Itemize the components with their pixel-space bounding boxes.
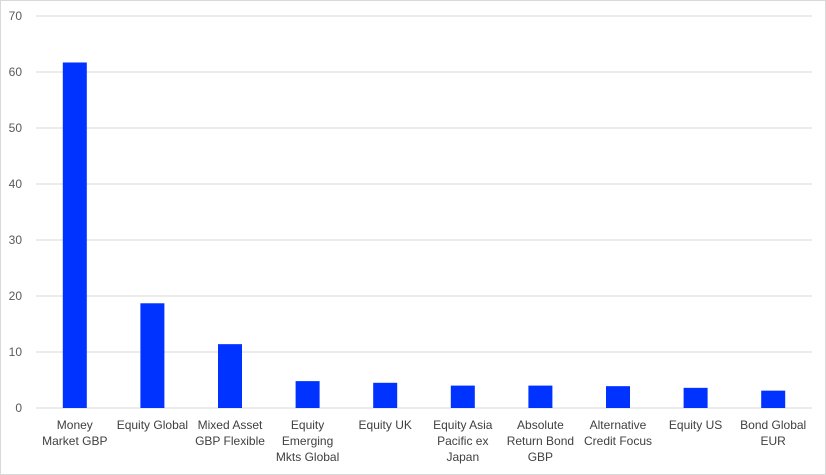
x-tick-label: Alternative Credit Focus — [584, 418, 652, 448]
x-tick-label-line: Mixed Asset — [198, 418, 263, 432]
x-tick-label-line: Pacific ex — [437, 434, 488, 448]
x-tick-label-line: Alternative — [590, 418, 647, 432]
x-tick-label-line: Mkts Global — [276, 450, 339, 464]
x-tick-label-line: Emerging — [282, 434, 333, 448]
x-tick-label-line: Bond Global — [740, 418, 806, 432]
y-tick-label: 0 — [15, 401, 22, 415]
y-tick-label: 70 — [9, 9, 23, 23]
x-tick-label: Equity US — [669, 418, 722, 432]
y-tick-label: 60 — [9, 65, 23, 79]
y-tick-label: 10 — [9, 345, 23, 359]
bar — [606, 386, 630, 408]
x-tick-label-line: Equity Global — [117, 418, 188, 432]
x-tick-label-line: Japan — [446, 450, 479, 464]
bar — [373, 382, 398, 408]
x-tick-label-line: GBP Flexible — [195, 434, 265, 448]
bar — [528, 385, 553, 408]
x-tick-label-line: Money — [57, 418, 93, 432]
x-tick-label: Equity UK — [359, 418, 412, 432]
x-tick-label-line: EUR — [761, 434, 787, 448]
bar — [140, 303, 165, 408]
x-tick-label: Equity Asia Pacific ex Japan — [433, 418, 493, 464]
bar — [683, 387, 708, 408]
x-tick-label-line: Equity US — [669, 418, 722, 432]
bar — [761, 390, 786, 408]
y-tick-label: 40 — [9, 177, 23, 191]
y-tick-label: 30 — [9, 233, 23, 247]
y-tick-label: 20 — [9, 289, 23, 303]
x-tick-label-line: Credit Focus — [584, 434, 652, 448]
x-tick-label: Bond Global EUR — [740, 418, 806, 448]
bar — [218, 344, 242, 408]
x-tick-label: Equity Emerging Mkts Global — [276, 418, 339, 464]
x-tick-label: Absolute Return Bond GBP — [507, 418, 574, 464]
y-tick-label: 50 — [9, 121, 23, 135]
bar — [450, 385, 475, 408]
x-tick-label: Mixed Asset GBP Flexible — [195, 418, 265, 448]
x-tick-label-line: Equity — [291, 418, 324, 432]
x-tick-label-line: Return Bond — [507, 434, 574, 448]
x-tick-label: Equity Global — [117, 418, 188, 432]
x-tick-label-line: Equity UK — [359, 418, 412, 432]
x-tick-label-line: GBP — [528, 450, 553, 464]
x-tick-label-line: Market GBP — [42, 434, 107, 448]
bar — [62, 62, 87, 408]
bar — [295, 381, 320, 408]
x-tick-label-line: Absolute — [517, 418, 564, 432]
x-tick-label-line: Equity Asia — [433, 418, 493, 432]
x-tick-label: Money Market GBP — [42, 418, 107, 448]
